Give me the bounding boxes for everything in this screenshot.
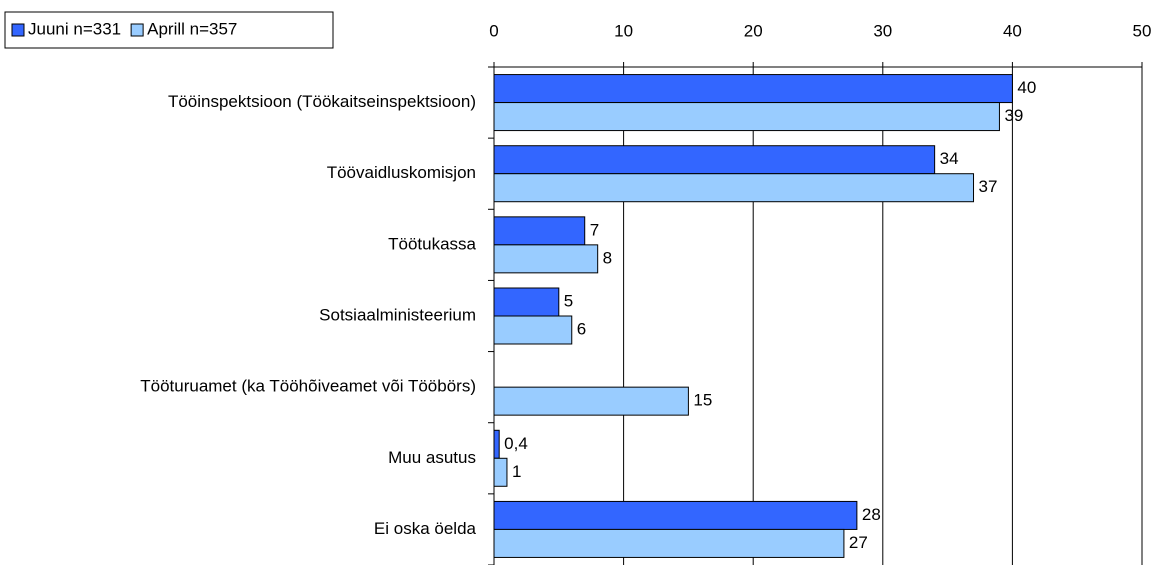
bar bbox=[493, 74, 1013, 104]
bar bbox=[493, 429, 500, 459]
x-tick-label: 10 bbox=[614, 21, 633, 40]
value-label: 34 bbox=[940, 149, 959, 168]
bar bbox=[493, 173, 975, 203]
bar bbox=[493, 500, 858, 530]
category-label: Sotsiaalministeerium bbox=[319, 305, 476, 324]
bar bbox=[493, 457, 508, 487]
category-label: Tööinspektsioon (Töökaitseinspektsioon) bbox=[168, 92, 476, 111]
value-label: 8 bbox=[603, 248, 612, 267]
bar bbox=[493, 287, 560, 317]
legend-key bbox=[130, 23, 144, 37]
value-label: 6 bbox=[577, 319, 586, 338]
bar bbox=[493, 386, 689, 416]
x-tick-label: 40 bbox=[1003, 21, 1022, 40]
bar bbox=[493, 216, 586, 246]
legend-label: Aprill n=357 bbox=[147, 19, 237, 38]
value-label: 37 bbox=[979, 177, 998, 196]
bar bbox=[493, 244, 599, 274]
x-tick-label: 0 bbox=[489, 21, 498, 40]
bar bbox=[493, 315, 573, 345]
value-label: 1 bbox=[512, 462, 521, 481]
bar bbox=[493, 528, 845, 558]
value-label: 27 bbox=[849, 533, 868, 552]
value-label: 0,4 bbox=[504, 434, 528, 453]
value-label: 5 bbox=[564, 291, 573, 310]
value-label: 39 bbox=[1004, 106, 1023, 125]
category-label: Töötukassa bbox=[388, 234, 476, 253]
x-tick-label: 20 bbox=[744, 21, 763, 40]
bar bbox=[493, 102, 1000, 132]
value-label: 15 bbox=[693, 391, 712, 410]
x-tick-label: 50 bbox=[1133, 21, 1152, 40]
x-tick-label: 30 bbox=[873, 21, 892, 40]
legend-box bbox=[4, 11, 334, 49]
legend-label: Juuni n=331 bbox=[28, 19, 121, 38]
category-label: Tööturuamet (ka Tööhõiveamet või Tööbörs… bbox=[140, 377, 476, 396]
category-label: Muu asutus bbox=[388, 448, 476, 467]
value-label: 40 bbox=[1017, 78, 1036, 97]
value-label: 7 bbox=[590, 220, 599, 239]
legend-key bbox=[11, 23, 25, 37]
category-label: Töövaidluskomisjon bbox=[327, 163, 476, 182]
value-label: 28 bbox=[862, 505, 881, 524]
category-label: Ei oska öelda bbox=[374, 519, 477, 538]
bar bbox=[493, 145, 936, 175]
